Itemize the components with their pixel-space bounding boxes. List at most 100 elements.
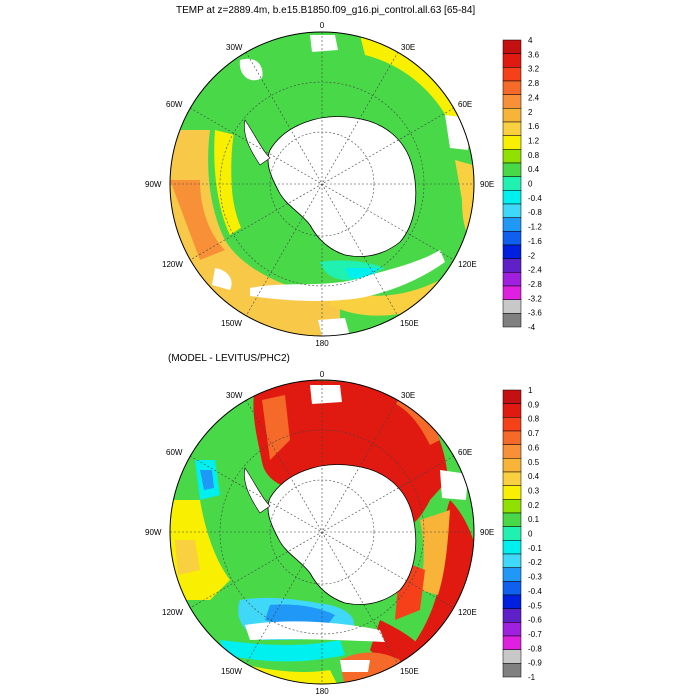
lon-label-90w: 90W	[145, 528, 162, 537]
colorbar-tick-label: 2.8	[528, 79, 540, 88]
lon-label-180: 180	[315, 339, 329, 348]
colorbar-tick-label: -0.3	[528, 573, 542, 582]
colorbar-swatch	[502, 162, 522, 177]
colorbar-swatch	[502, 80, 522, 95]
colorbar-swatch	[502, 313, 522, 328]
bottom-map-border	[169, 379, 475, 685]
colorbar-tick-label: -3.2	[528, 294, 542, 303]
bottom-colorbar: 1 0.9 0.8 0.7 0.6 0.5 0.4 0.3 0.2 0.1 0 -0.1 -0.2 -0.…	[502, 386, 542, 682]
colorbar-tick-label: 0.1	[528, 515, 540, 524]
colorbar-tick-label: -1	[528, 673, 536, 682]
colorbar-swatch	[502, 53, 522, 68]
lon-label-150w: 150W	[221, 319, 242, 328]
colorbar-tick-label: -0.2	[528, 558, 542, 567]
colorbar-tick-label: 0	[528, 180, 533, 189]
colorbar-tick-label: 0.9	[528, 400, 540, 409]
colorbar-tick-label: 2	[528, 108, 533, 117]
colorbar-tick-label: -0.6	[528, 616, 542, 625]
colorbar-swatch	[502, 458, 522, 473]
bottom-panel-title: (MODEL - LEVITUS/PHC2)	[168, 353, 290, 364]
colorbar-swatch	[502, 444, 522, 459]
top-colorbar: 4 3.6 3.2 2.8 2.4 2 1.6 1.2 0.8 0.4 0 -0.4 -0.8 -1.2 -…	[502, 36, 542, 332]
lon-label-120w: 120W	[162, 608, 183, 617]
colorbar-swatch	[502, 581, 522, 596]
lon-label-150e: 150E	[400, 667, 419, 676]
colorbar-tick-label: 0.5	[528, 458, 540, 467]
lon-label-90w: 90W	[145, 180, 162, 189]
colorbar-tick-label: 4	[528, 36, 533, 45]
colorbar-swatch	[502, 389, 522, 404]
lon-label-120w: 120W	[162, 260, 183, 269]
lon-label-90e: 90E	[480, 180, 494, 189]
bottom-map	[170, 380, 474, 684]
colorbar-swatch	[502, 67, 522, 82]
colorbar-swatch	[502, 471, 522, 486]
colorbar-tick-label: 0.4	[528, 472, 540, 481]
lon-label-0: 0	[320, 370, 325, 379]
colorbar-tick-label: 0.6	[528, 443, 540, 452]
colorbar-tick-label: -0.8	[528, 644, 542, 653]
colorbar-swatch	[502, 121, 522, 136]
colorbar-swatch	[502, 512, 522, 527]
colorbar-swatch	[502, 553, 522, 568]
colorbar-tick-label: -1.6	[528, 237, 542, 246]
colorbar-tick-label: -0.5	[528, 601, 542, 610]
colorbar-tick-label: 0.3	[528, 486, 540, 495]
colorbar-tick-label: -1.2	[528, 223, 542, 232]
colorbar-tick-label: 1.2	[528, 136, 540, 145]
colorbar-tick-label: -3.6	[528, 309, 542, 318]
colorbar-tick-label: -2	[528, 251, 536, 260]
colorbar-swatch	[502, 663, 522, 678]
colorbar-swatch	[502, 567, 522, 582]
colorbar-swatch	[502, 190, 522, 205]
colorbar-tick-label: -4	[528, 323, 536, 332]
lon-label-30e: 30E	[401, 391, 415, 400]
colorbar-tick-label: -0.9	[528, 659, 542, 668]
colorbar-tick-label: -2.4	[528, 266, 542, 275]
colorbar-swatch	[502, 94, 522, 109]
colorbar-tick-label: -0.4	[528, 194, 542, 203]
colorbar-swatch	[502, 430, 522, 445]
colorbar-tick-label: -0.7	[528, 630, 542, 639]
colorbar-swatch	[502, 608, 522, 623]
colorbar-tick-label: 3.2	[528, 65, 540, 74]
colorbar-swatch	[502, 244, 522, 259]
colorbar-tick-label: 1.6	[528, 122, 540, 131]
lon-label-180: 180	[315, 687, 329, 696]
colorbar-swatch	[502, 258, 522, 273]
lon-label-60e: 60E	[458, 100, 472, 109]
lon-label-30w: 30W	[226, 43, 243, 52]
colorbar-tick-label: 3.6	[528, 50, 540, 59]
colorbar-swatch	[502, 108, 522, 123]
lon-label-90e: 90E	[480, 528, 494, 537]
bottom-lon-labels: 0 30E 60E 90E 120E 150E 180 150W 120W 90…	[145, 370, 494, 696]
colorbar-swatch	[502, 526, 522, 541]
colorbar-swatch	[502, 39, 522, 54]
colorbar-tick-label: 0.8	[528, 151, 540, 160]
colorbar-tick-label: 2.4	[528, 93, 540, 102]
top-lon-labels: 0 30E 60E 90E 120E 150E 180 150W 120W 90…	[145, 21, 494, 348]
colorbar-tick-label: 0.2	[528, 501, 540, 510]
colorbar-tick-label: -0.8	[528, 208, 542, 217]
colorbar-swatch	[502, 231, 522, 246]
colorbar-swatch	[502, 149, 522, 164]
colorbar-swatch	[502, 417, 522, 432]
colorbar-swatch	[502, 176, 522, 191]
lon-label-60e: 60E	[458, 448, 472, 457]
colorbar-swatch	[502, 635, 522, 650]
colorbar-swatch	[502, 499, 522, 514]
colorbar-swatch	[502, 485, 522, 500]
colorbar-swatch	[502, 594, 522, 609]
lon-label-150w: 150W	[221, 667, 242, 676]
colorbar-tick-label: 0.7	[528, 429, 540, 438]
lon-label-0: 0	[320, 21, 325, 30]
colorbar-swatch	[502, 285, 522, 300]
lon-label-150e: 150E	[400, 319, 419, 328]
colorbar-swatch	[502, 403, 522, 418]
colorbar-tick-label: 1	[528, 386, 533, 395]
colorbar-swatch	[502, 135, 522, 150]
lon-label-30w: 30W	[226, 391, 243, 400]
lon-label-60w: 60W	[166, 448, 183, 457]
colorbar-tick-label: -0.4	[528, 587, 542, 596]
